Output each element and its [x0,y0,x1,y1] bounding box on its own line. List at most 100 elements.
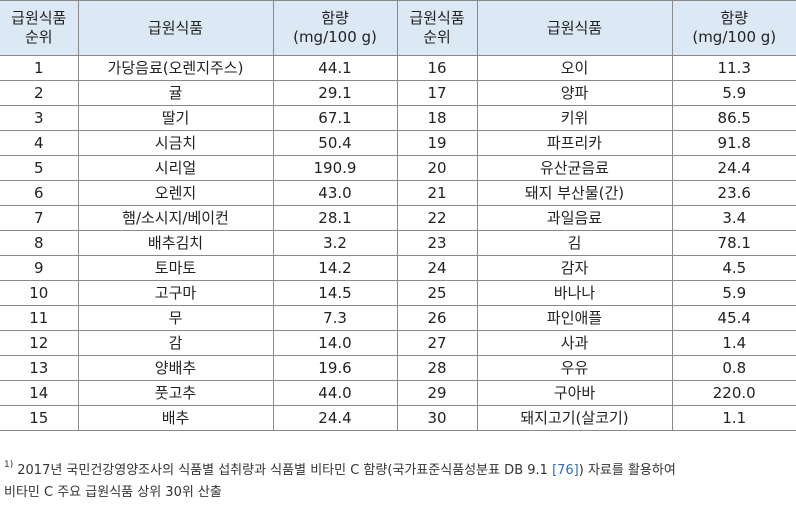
rank-cell: 13 [0,355,79,381]
footnote: 1) 2017년 국민건강영양조사의 식품별 섭취량과 식품별 비타민 C 함량(… [4,454,794,504]
value-cell: 91.8 [671,130,796,156]
rank-cell: 18 [396,105,478,131]
table-row: 10 고구마 14.5 25 바나나 5.9 [0,280,796,306]
value-cell: 3.4 [671,205,796,231]
rank-cell: 1 [0,55,79,81]
table-header-row: 급원식품 순위 급원식품 함량 (mg/100 g) 급원식품 순위 급원식품 함량(… [0,0,796,56]
food-cell: 오렌지 [77,180,274,206]
food-cell: 고구마 [77,280,274,306]
value-cell: 7.3 [272,305,398,331]
food-cell: 배추김치 [77,230,274,256]
table-row: 3 딸기 67.1 18 키위 86.5 [0,105,796,131]
value-cell: 24.4 [671,155,796,181]
value-cell: 1.1 [671,405,796,431]
footnote-line-1: 1) 2017년 국민건강영양조사의 식품별 섭취량과 식품별 비타민 C 함량(… [4,460,676,478]
food-cell: 배추 [77,405,274,431]
value-cell: 4.5 [671,255,796,281]
food-cell: 키위 [476,105,673,131]
table-row: 7 햄/소시지/베이컨 28.1 22 과일음료 3.4 [0,205,796,231]
rank-cell: 6 [0,180,79,206]
food-cell: 양파 [476,80,673,106]
table-row: 13 양배추 19.6 28 우유 0.8 [0,355,796,381]
food-cell: 바나나 [476,280,673,306]
table-row: 1 가당음료(오렌지주스) 44.1 16 오이 11.3 [0,55,796,81]
reference-link[interactable]: [76] [552,463,579,478]
value-cell: 0.8 [671,355,796,381]
rank-cell: 11 [0,305,79,331]
value-cell: 44.1 [272,55,398,81]
vitamin-c-source-table: 급원식품 순위 급원식품 함량 (mg/100 g) 급원식품 순위 급원식품 함량(… [0,0,796,431]
food-cell: 우유 [476,355,673,381]
food-cell: 돼지 부산물(간) [476,180,673,206]
value-cell: 44.0 [272,380,398,406]
rank-cell: 26 [396,305,478,331]
table-row: 8 배추김치 3.2 23 김 78.1 [0,230,796,256]
value-cell: 28.1 [272,205,398,231]
food-cell: 구아바 [476,380,673,406]
table-row: 12 감 14.0 27 사과 1.4 [0,330,796,356]
food-header: 급원식품 [476,0,673,56]
value-cell: 43.0 [272,180,398,206]
food-header: 급원식품 [77,0,274,56]
footnote-line-2: 비타민 C 주요 급원식품 상위 30위 산출 [4,485,222,500]
value-cell: 1.4 [671,330,796,356]
rank-cell: 23 [396,230,478,256]
food-cell: 파프리카 [476,130,673,156]
rank-cell: 30 [396,405,478,431]
rank-cell: 16 [396,55,478,81]
rank-cell: 9 [0,255,79,281]
table-row: 6 오렌지 43.0 21 돼지 부산물(간) 23.6 [0,180,796,206]
food-cell: 시금치 [77,130,274,156]
table-row: 5 시리얼 190.9 20 유산균음료 24.4 [0,155,796,181]
rank-cell: 19 [396,130,478,156]
rank-cell: 10 [0,280,79,306]
rank-cell: 2 [0,80,79,106]
value-cell: 220.0 [671,380,796,406]
value-cell: 190.9 [272,155,398,181]
rank-cell: 27 [396,330,478,356]
rank-cell: 3 [0,105,79,131]
food-cell: 사과 [476,330,673,356]
value-cell: 23.6 [671,180,796,206]
rank-cell: 20 [396,155,478,181]
rank-cell: 17 [396,80,478,106]
food-cell: 과일음료 [476,205,673,231]
rank-cell: 28 [396,355,478,381]
food-cell: 돼지고기(살코기) [476,405,673,431]
rank-cell: 29 [396,380,478,406]
rank-cell: 15 [0,405,79,431]
rank-cell: 22 [396,205,478,231]
table-row: 14 풋고추 44.0 29 구아바 220.0 [0,380,796,406]
value-cell: 86.5 [671,105,796,131]
footnote-marker: 1) [4,460,14,470]
table-row: 4 시금치 50.4 19 파프리카 91.8 [0,130,796,156]
table-row: 2 귤 29.1 17 양파 5.9 [0,80,796,106]
rank-cell: 5 [0,155,79,181]
content-header: 함량 (mg/100 g) [272,0,398,56]
value-cell: 3.2 [272,230,398,256]
value-cell: 11.3 [671,55,796,81]
food-cell: 감자 [476,255,673,281]
value-cell: 45.4 [671,305,796,331]
food-cell: 오이 [476,55,673,81]
value-cell: 24.4 [272,405,398,431]
content-header: 함량 (mg/100 g) [671,0,796,56]
rank-cell: 21 [396,180,478,206]
food-cell: 양배추 [77,355,274,381]
table-row: 15 배추 24.4 30 돼지고기(살코기) 1.1 [0,405,796,431]
food-cell: 토마토 [77,255,274,281]
table-row: 9 토마토 14.2 24 감자 4.5 [0,255,796,281]
value-cell: 78.1 [671,230,796,256]
rank-cell: 8 [0,230,79,256]
food-cell: 유산균음료 [476,155,673,181]
value-cell: 29.1 [272,80,398,106]
food-cell: 김 [476,230,673,256]
food-cell: 파인애플 [476,305,673,331]
table-row: 11 무 7.3 26 파인애플 45.4 [0,305,796,331]
value-cell: 50.4 [272,130,398,156]
value-cell: 5.9 [671,80,796,106]
rank-cell: 14 [0,380,79,406]
value-cell: 19.6 [272,355,398,381]
value-cell: 67.1 [272,105,398,131]
rank-cell: 25 [396,280,478,306]
